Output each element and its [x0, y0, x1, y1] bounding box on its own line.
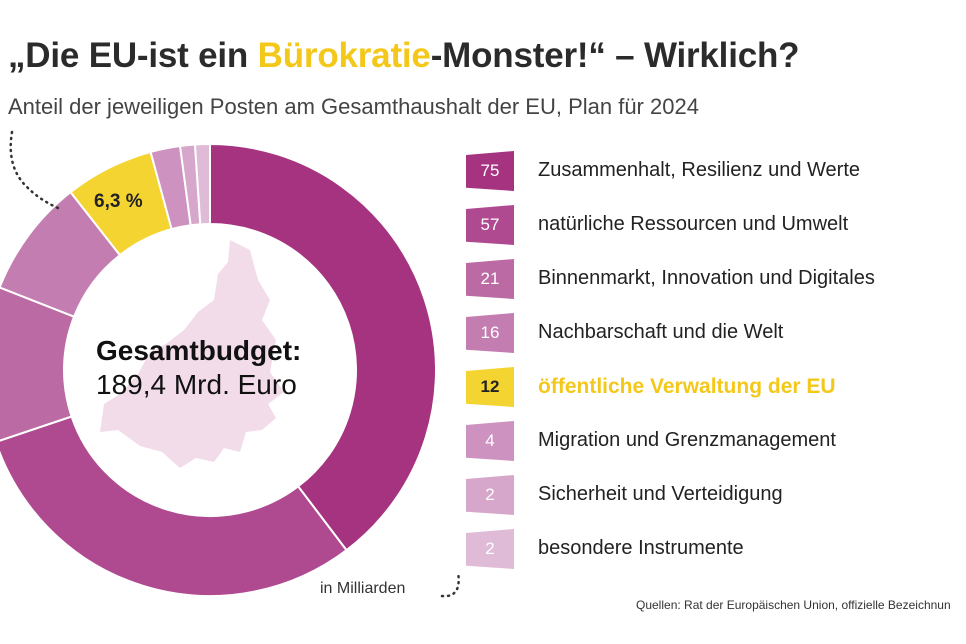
donut-slice-2: [0, 415, 348, 597]
source-note: Quellen: Rat der Europäischen Union, off…: [636, 598, 951, 612]
legend-value-badge: 75: [466, 151, 514, 191]
legend-value-badge: 21: [466, 259, 514, 299]
legend-label: Migration und Grenzmanagement: [538, 429, 836, 451]
title-part-2: -Monster!“ – Wirklich?: [430, 36, 800, 75]
legend-label: öffentliche Verwaltung der EU: [538, 375, 836, 398]
legend-value-badge: 4: [466, 421, 514, 461]
legend-value-badge: 12: [466, 367, 514, 407]
dotted-leader-top: [9, 130, 60, 210]
legend-value-badge: 16: [466, 313, 514, 353]
unit-note: in Milliarden: [320, 580, 406, 597]
total-budget: Gesamtbudget: 189,4 Mrd. Euro: [96, 334, 301, 402]
donut-chart: [0, 130, 460, 598]
legend-label: Sicherheit und Verteidigung: [538, 483, 783, 505]
title-part-1: „Die EU-ist ein: [8, 36, 258, 75]
title-highlight: Bürokratie: [257, 36, 431, 75]
chart-title: „Die EU-ist ein Bürokratie-Monster!“ – W…: [8, 36, 800, 76]
admin-percentage-label: 6,3 %: [94, 191, 143, 212]
legend-value-badge: 2: [466, 475, 514, 515]
donut-slice-1: [209, 142, 437, 552]
legend-label: natürliche Ressourcen und Umwelt: [538, 213, 849, 235]
legend-value-badge: 2: [466, 529, 514, 569]
chart-subtitle: Anteil der jeweiligen Posten am Gesamtha…: [8, 94, 699, 119]
legend-label: besondere Instrumente: [538, 537, 744, 559]
donut-slice-3: [0, 286, 76, 442]
legend-value-badge: 57: [466, 205, 514, 245]
legend-label: Nachbarschaft und die Welt: [538, 321, 784, 343]
legend-label: Binnenmarkt, Innovation und Digitales: [538, 267, 875, 289]
eu-map-silhouette: [100, 240, 284, 468]
total-budget-value: 189,4 Mrd. Euro: [96, 369, 297, 400]
total-budget-label: Gesamtbudget:: [96, 335, 302, 366]
legend-label: Zusammenhalt, Resilienz und Werte: [538, 159, 860, 181]
dotted-leader-bottom: [440, 570, 460, 598]
donut-slice-8: [193, 142, 211, 226]
